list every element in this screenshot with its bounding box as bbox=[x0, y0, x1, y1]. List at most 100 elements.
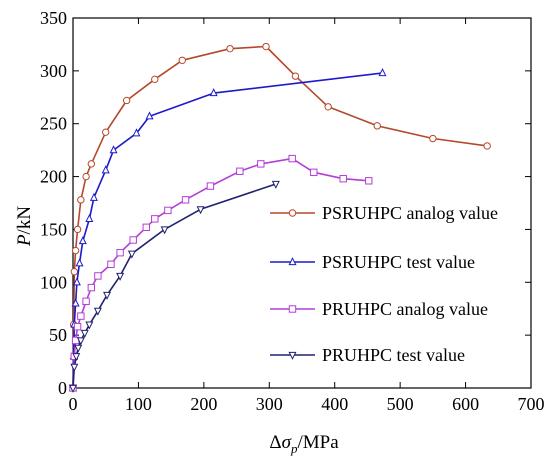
data-point bbox=[101, 165, 110, 174]
data-point bbox=[74, 344, 83, 353]
data-point bbox=[160, 226, 169, 235]
plot-frame bbox=[72, 17, 532, 389]
series-line bbox=[72, 157, 369, 389]
y-tick-label: 150 bbox=[40, 219, 67, 239]
data-point bbox=[122, 96, 131, 105]
data-point bbox=[116, 272, 125, 281]
data-point bbox=[76, 337, 85, 346]
data-point bbox=[483, 142, 491, 150]
data-point bbox=[77, 312, 85, 320]
data-point bbox=[82, 172, 90, 181]
x-tick-label: 400 bbox=[321, 394, 348, 414]
axes: 0 100 200 300 400 500 600 700 0 50 100 150 200 250 300… bbox=[40, 8, 545, 414]
data-point bbox=[373, 122, 381, 130]
x-tick-label: 0 bbox=[69, 394, 78, 414]
data-point bbox=[339, 174, 347, 183]
data-point bbox=[116, 248, 124, 257]
data-point bbox=[94, 272, 102, 280]
data-point bbox=[93, 307, 102, 316]
data-point bbox=[132, 128, 141, 137]
data-point bbox=[73, 225, 82, 234]
data-point bbox=[236, 167, 244, 175]
y-tick-label: 0 bbox=[58, 378, 67, 398]
y-tick-label: 300 bbox=[40, 61, 67, 81]
data-point bbox=[70, 363, 79, 372]
data-point bbox=[80, 329, 89, 338]
series-4 bbox=[68, 180, 280, 393]
data-point bbox=[226, 44, 234, 53]
legend-entry: PSRUHPC test value bbox=[270, 252, 475, 272]
data-point bbox=[71, 298, 80, 307]
data-point bbox=[87, 160, 96, 168]
data-point bbox=[209, 88, 218, 97]
x-axis-title: Δσp/MPa bbox=[269, 432, 339, 456]
data-point bbox=[72, 353, 81, 362]
data-point bbox=[102, 128, 110, 136]
data-point bbox=[71, 246, 80, 255]
x-tick-label: 300 bbox=[256, 394, 283, 414]
x-tick-label: 600 bbox=[452, 394, 479, 414]
legend: PSRUHPC analog value PSRUHPC test value PR… bbox=[270, 203, 498, 365]
legend-entry: PSRUHPC analog value bbox=[270, 203, 498, 223]
legend-marker bbox=[288, 209, 297, 217]
series-line bbox=[72, 183, 277, 389]
y-tick-label: 200 bbox=[40, 167, 67, 187]
series-layer bbox=[68, 42, 491, 393]
data-point bbox=[73, 322, 82, 331]
data-point bbox=[206, 182, 215, 190]
data-point bbox=[142, 223, 150, 232]
data-point bbox=[72, 277, 81, 286]
legend-label: PSRUHPC test value bbox=[322, 252, 475, 272]
y-axis-title: P/kN bbox=[14, 206, 35, 247]
legend-marker bbox=[288, 305, 297, 313]
data-point bbox=[429, 134, 437, 143]
legend-marker bbox=[288, 257, 297, 266]
data-point bbox=[324, 103, 332, 111]
legend-label: PRUHPC analog value bbox=[322, 299, 488, 319]
data-point bbox=[271, 180, 280, 189]
data-point bbox=[68, 384, 78, 393]
legend-label: PSRUHPC analog value bbox=[322, 203, 498, 223]
data-point bbox=[151, 75, 159, 84]
y-tick-label: 100 bbox=[40, 272, 67, 292]
legend-label: PRUHPC test value bbox=[322, 345, 465, 365]
data-point bbox=[109, 145, 118, 154]
legend-entry: PRUHPC analog value bbox=[270, 299, 488, 319]
legend-entry: PRUHPC test value bbox=[270, 345, 465, 365]
series-2 bbox=[68, 68, 387, 392]
x-tick-label: 100 bbox=[125, 394, 152, 414]
data-point bbox=[89, 192, 98, 201]
x-tick-label: 700 bbox=[518, 394, 545, 414]
data-point bbox=[87, 283, 96, 292]
data-point bbox=[164, 206, 172, 215]
data-point bbox=[129, 236, 137, 244]
data-point bbox=[107, 260, 115, 269]
data-point bbox=[181, 196, 190, 204]
data-point bbox=[82, 297, 90, 306]
data-point bbox=[85, 213, 94, 222]
data-point bbox=[310, 168, 318, 177]
x-tick-label: 200 bbox=[190, 394, 217, 414]
data-point bbox=[257, 160, 265, 168]
y-tick-label: 250 bbox=[40, 114, 67, 134]
x-tick-label: 500 bbox=[387, 394, 414, 414]
data-point bbox=[70, 268, 79, 276]
data-point bbox=[103, 291, 112, 300]
data-point bbox=[178, 56, 186, 64]
data-point bbox=[145, 111, 154, 120]
data-point bbox=[291, 72, 300, 80]
data-point bbox=[378, 68, 387, 77]
series-line bbox=[72, 72, 383, 389]
data-point bbox=[75, 258, 84, 267]
data-point bbox=[288, 154, 296, 163]
data-point bbox=[85, 321, 94, 330]
data-point bbox=[77, 196, 85, 204]
data-point bbox=[365, 177, 373, 185]
data-point bbox=[127, 250, 136, 259]
data-point bbox=[262, 42, 270, 51]
legend-marker bbox=[288, 351, 297, 360]
y-tick-label: 50 bbox=[49, 325, 67, 345]
y-tick-label: 350 bbox=[40, 8, 67, 28]
data-point bbox=[78, 236, 87, 245]
